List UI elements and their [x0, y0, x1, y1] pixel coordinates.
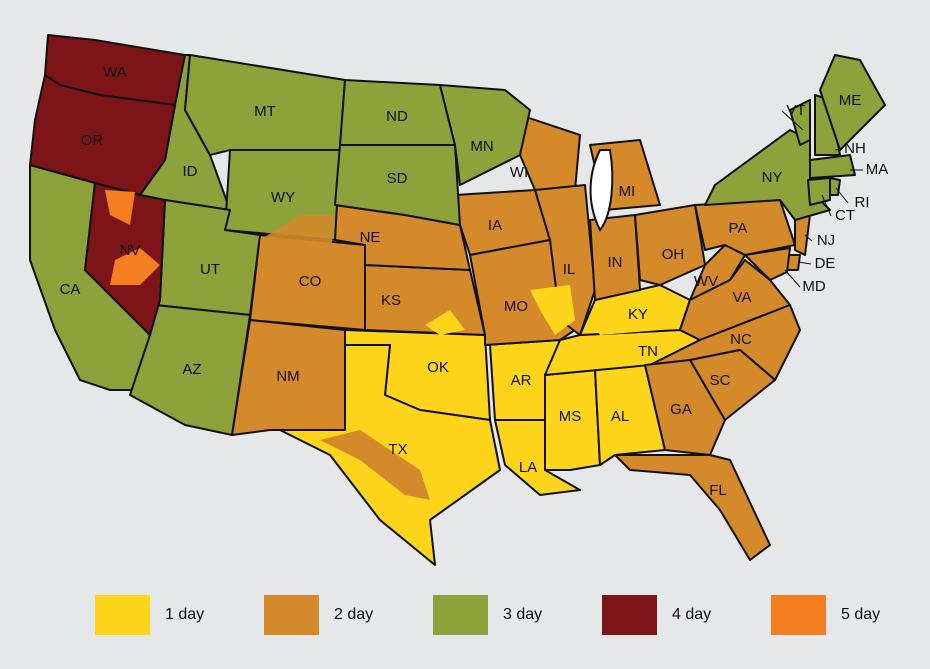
state: [589, 214, 641, 301]
leader-line: [821, 194, 832, 217]
state-label: WI: [510, 164, 528, 181]
state-label: MD: [802, 278, 825, 295]
state-label: MO: [504, 298, 528, 315]
state-label: LA: [519, 459, 537, 476]
state-label: KS: [381, 292, 401, 309]
state-label: ND: [386, 108, 408, 125]
one-day-patch: [530, 285, 575, 335]
state: [534, 184, 596, 336]
state-label: WA: [103, 64, 127, 81]
state-label: MI: [619, 183, 636, 200]
two-day-patch: [320, 430, 430, 500]
state-label: IA: [488, 217, 502, 234]
state-label: NM: [276, 368, 299, 385]
state-label: ME: [839, 92, 862, 109]
state-label: MN: [470, 138, 493, 155]
legend-label: 3 day: [503, 606, 542, 623]
state-label: NJ: [817, 232, 835, 249]
state-label: VT: [786, 102, 805, 119]
state: [789, 99, 811, 146]
state: [819, 54, 886, 151]
state-label: ID: [183, 163, 198, 180]
state-label: UT: [200, 261, 220, 278]
state-label: KY: [628, 306, 648, 323]
legend-swatch: [433, 595, 488, 635]
state-label: AZ: [182, 361, 201, 378]
legend-label: 2 day: [334, 606, 373, 623]
state-label: AL: [611, 408, 629, 425]
state: [614, 454, 771, 561]
state-label: FL: [709, 482, 727, 499]
leader-line: [781, 110, 804, 131]
state-label: WY: [271, 189, 295, 206]
legend-swatch: [602, 595, 657, 635]
state-label: DE: [815, 255, 836, 272]
state-label: NC: [730, 331, 752, 348]
legend-swatch: [95, 595, 150, 635]
leader-line: [835, 187, 849, 204]
state-label: MS: [559, 408, 582, 425]
state-label: RI: [855, 194, 870, 211]
state-label: SD: [387, 170, 408, 187]
state-label: OR: [81, 132, 104, 149]
state-label: VA: [733, 289, 752, 306]
state: [807, 177, 831, 206]
state-label: OH: [662, 246, 685, 263]
legend-label: 1 day: [165, 606, 204, 623]
state: [644, 359, 726, 456]
state-label: AR: [511, 372, 532, 389]
state-label: NV: [120, 242, 141, 259]
state: [829, 177, 841, 196]
state-label: OK: [427, 359, 449, 376]
state-label: MT: [254, 103, 276, 120]
legend-label: 5 day: [841, 606, 880, 623]
state-label: CT: [835, 207, 855, 224]
legend-label: 4 day: [672, 606, 711, 623]
leader-line: [797, 261, 812, 265]
leader-line: [784, 269, 801, 288]
state: [439, 84, 531, 186]
state-label: GA: [670, 401, 692, 418]
two-day-patch: [260, 215, 335, 320]
five-day-patch: [110, 248, 160, 285]
state-labels: OK TX AR LA MS AL TN KY NM CO KS NE IA MO WI MI IL IN OH WV…: [60, 64, 889, 499]
state-label: IN: [608, 254, 623, 271]
state-label: TN: [638, 343, 658, 360]
state-label: PA: [729, 220, 748, 237]
state-label: NH: [844, 140, 866, 157]
state-label: SC: [710, 372, 731, 389]
state-label: MA: [866, 161, 889, 178]
lake-michigan: [589, 149, 614, 232]
state-label: IL: [563, 261, 576, 278]
legend-swatch: [771, 595, 826, 635]
legend-swatch: [264, 595, 319, 635]
five-day-patch: [105, 190, 135, 225]
state-label: TX: [388, 441, 407, 458]
state-label: CA: [60, 281, 81, 298]
state: [809, 154, 856, 179]
state-label: NY: [762, 169, 783, 186]
state-label: CO: [299, 273, 322, 290]
one-day-patch: [590, 310, 660, 335]
state: [334, 144, 461, 226]
state-label: WV: [694, 273, 718, 290]
state: [29, 74, 176, 196]
leader-line: [834, 148, 842, 151]
one-day-patch: [425, 310, 465, 335]
zone-patches: [105, 149, 660, 500]
state-label: NE: [360, 229, 381, 246]
leader-line: [804, 234, 813, 242]
state: [634, 204, 706, 286]
legend: 1 day 2 day 3 day 4 day 5 day: [95, 595, 880, 635]
